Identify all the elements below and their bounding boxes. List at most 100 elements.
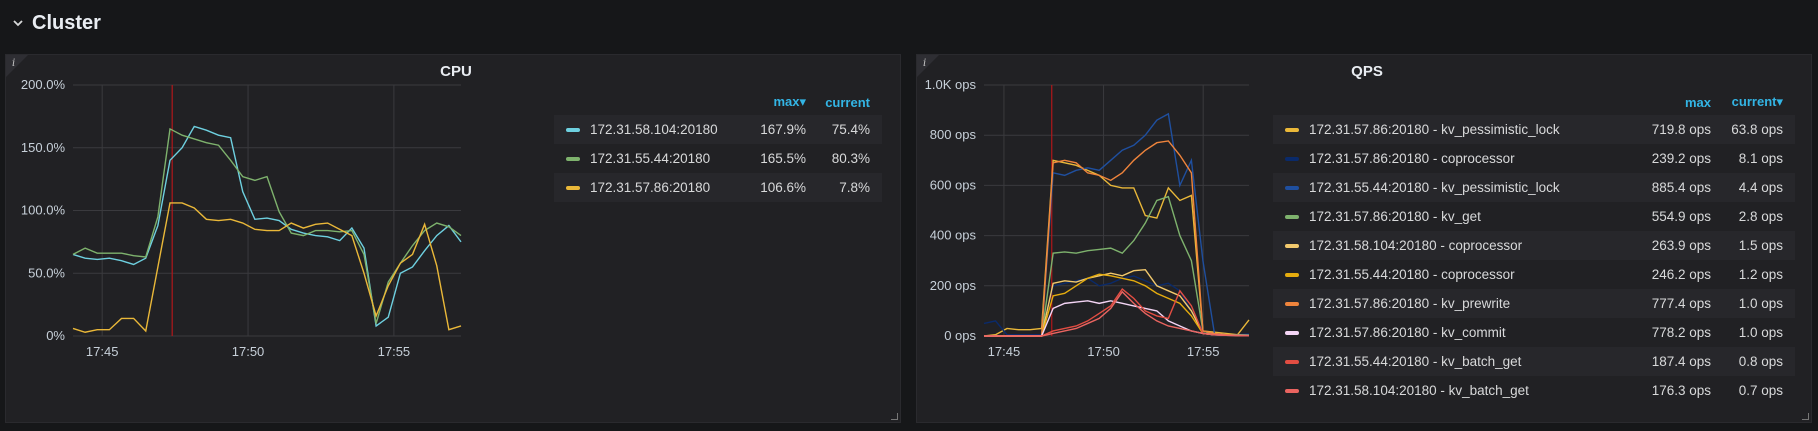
legend-swatch[interactable] [1285,330,1299,335]
legend-series-name[interactable]: 172.31.58.104:20180 - coprocessor [1309,238,1523,253]
legend-current-value: 4.4 ops [1738,180,1783,195]
legend-swatch[interactable] [1285,301,1299,306]
legend-swatch[interactable] [566,185,580,190]
legend-swatch[interactable] [1285,214,1299,219]
legend-item[interactable]: 172.31.57.86:20180 - kv_prewrite 777.4 op… [1273,289,1795,318]
legend-series-name[interactable]: 172.31.57.86:20180 - coprocessor [1309,151,1515,166]
legend-swatch[interactable] [1285,272,1299,277]
y-tick-label: 100.0% [21,203,66,218]
legend-item[interactable]: 172.31.57.86:20180 106.6% 7.8% [554,173,882,202]
legend-swatch[interactable] [1285,359,1299,364]
y-tick-label: 150.0% [21,140,66,155]
legend-series-name[interactable]: 172.31.57.86:20180 - kv_prewrite [1309,296,1511,311]
row-title[interactable]: Cluster [32,11,101,34]
legend-swatch[interactable] [1285,185,1299,190]
series-line[interactable] [984,288,1250,337]
info-icon[interactable]: i [923,58,927,69]
panel-title-qps[interactable]: QPS [1351,63,1383,80]
legend-item[interactable]: 172.31.55.44:20180 - kv_pessimistic_lock… [1273,173,1795,202]
legend-item[interactable]: 172.31.57.86:20180 - kv_pessimistic_lock… [1273,115,1795,144]
legend-max-value: 554.9 ops [1651,209,1711,224]
legend-swatch[interactable] [566,127,580,132]
legend-current-value: 80.3% [831,151,870,166]
legend-max-value: 187.4 ops [1651,354,1711,369]
legend-max-value: 263.9 ops [1651,238,1711,253]
x-tick-label: 17:45 [988,344,1021,359]
x-tick-label: 17:50 [232,344,265,359]
legend-max-value: 167.9% [760,122,806,137]
legend-series-name[interactable]: 172.31.57.86:20180 - kv_pessimistic_lock [1309,122,1560,137]
cpu-chart[interactable]: 0% 50.0% 100.0% 150.0% 200.0% 17:45 17:50 17:55 [6,55,902,424]
series-line[interactable] [983,159,1250,337]
panel-title-cpu[interactable]: CPU [440,63,472,80]
legend-series-name[interactable]: 172.31.57.86:20180 - kv_commit [1309,325,1506,340]
series-line[interactable] [72,125,462,328]
row-header: Cluster [0,0,1818,46]
legend-swatch[interactable] [566,156,580,161]
legend-max-value: 778.2 ops [1651,325,1711,340]
legend-series-name[interactable]: 172.31.55.44:20180 [590,151,711,166]
resize-handle[interactable] [1802,413,1809,420]
legend-current-value: 75.4% [831,122,870,137]
x-tick-label: 17:45 [86,344,119,359]
legend-max-value: 719.8 ops [1651,122,1711,137]
series-line[interactable] [984,290,1250,337]
legend-sort-max[interactable]: max [1684,94,1711,110]
series-line[interactable] [984,140,1250,337]
legend-current-value: 1.0 ops [1738,325,1783,340]
legend-sort-max[interactable]: max▾ [773,94,806,109]
legend-max-value: 777.4 ops [1651,296,1711,311]
legend-series-name[interactable]: 172.31.55.44:20180 - kv_pessimistic_lock [1309,180,1560,195]
legend-current-value: 0.8 ops [1738,354,1783,369]
legend-series-name[interactable]: 172.31.57.86:20180 [590,180,711,195]
cpu-panel: i CPU 0% 50.0% 100.0% 150.0% 200.0% 17:45 17:5… [5,54,901,423]
legend-header: max current▾ [1273,89,1795,115]
series-line[interactable] [984,195,1250,337]
legend-series-name[interactable]: 172.31.58.104:20180 [590,122,718,137]
info-icon[interactable]: i [12,58,16,69]
qps-chart[interactable]: 0 ops 200 ops 400 ops 600 ops 800 ops 1.0K op… [917,55,1813,424]
legend-item[interactable]: 172.31.57.86:20180 - kv_get 554.9 ops 2.8 … [1273,202,1795,231]
y-tick-label: 200.0% [21,77,66,92]
legend-item[interactable]: 172.31.58.104:20180 - kv_batch_get 176.3 … [1273,376,1795,405]
legend-series-name[interactable]: 172.31.55.44:20180 - coprocessor [1309,267,1515,282]
y-tick-label: 400 ops [930,228,977,243]
panel-info-corner [917,55,939,77]
legend-max-value: 106.6% [760,180,806,195]
legend-current-value: 1.0 ops [1738,296,1783,311]
legend-current-value: 63.8 ops [1731,122,1783,137]
legend-item[interactable]: 172.31.55.44:20180 - kv_batch_get 187.4 o… [1273,347,1795,376]
legend-item[interactable]: 172.31.58.104:20180 167.9% 75.4% [554,115,882,144]
panel-info-corner [6,55,28,77]
series-line[interactable] [983,275,1250,336]
legend-series-name[interactable]: 172.31.55.44:20180 - kv_batch_get [1309,354,1522,369]
series-line[interactable] [984,300,1250,337]
x-tick-label: 17:50 [1087,344,1120,359]
legend-swatch[interactable] [1285,156,1299,161]
legend-sort-current[interactable]: current [825,94,870,110]
legend-item[interactable]: 172.31.55.44:20180 - coprocessor 246.2 op… [1273,260,1795,289]
y-tick-label: 0% [46,328,65,343]
legend-swatch[interactable] [1285,388,1299,393]
legend-item[interactable]: 172.31.57.86:20180 - coprocessor 239.2 op… [1273,144,1795,173]
legend-max-value: 176.3 ops [1651,383,1711,398]
legend-sort-current[interactable]: current▾ [1731,94,1783,109]
legend-swatch[interactable] [1285,127,1299,132]
legend-series-name[interactable]: 172.31.58.104:20180 - kv_batch_get [1309,383,1529,398]
series-line[interactable] [72,127,462,324]
legend-swatch[interactable] [1285,243,1299,248]
legend-current-value: 1.2 ops [1738,267,1783,282]
legend-max-value: 239.2 ops [1651,151,1711,166]
legend-item[interactable]: 172.31.58.104:20180 - coprocessor 263.9 o… [1273,231,1795,260]
chevron-down-icon[interactable] [12,17,24,29]
series-line[interactable] [72,202,462,333]
legend-current-value: 0.7 ops [1738,383,1783,398]
legend-series-name[interactable]: 172.31.57.86:20180 - kv_get [1309,209,1481,224]
qps-legend: max current▾ 172.31.57.86:20180 - kv_pes… [1273,89,1795,405]
legend-max-value: 885.4 ops [1651,180,1711,195]
legend-item[interactable]: 172.31.55.44:20180 165.5% 80.3% [554,144,882,173]
resize-handle[interactable] [891,413,898,420]
legend-item[interactable]: 172.31.57.86:20180 - kv_commit 778.2 ops 1… [1273,318,1795,347]
y-tick-label: 0 ops [944,328,976,343]
y-tick-label: 50.0% [28,265,65,280]
